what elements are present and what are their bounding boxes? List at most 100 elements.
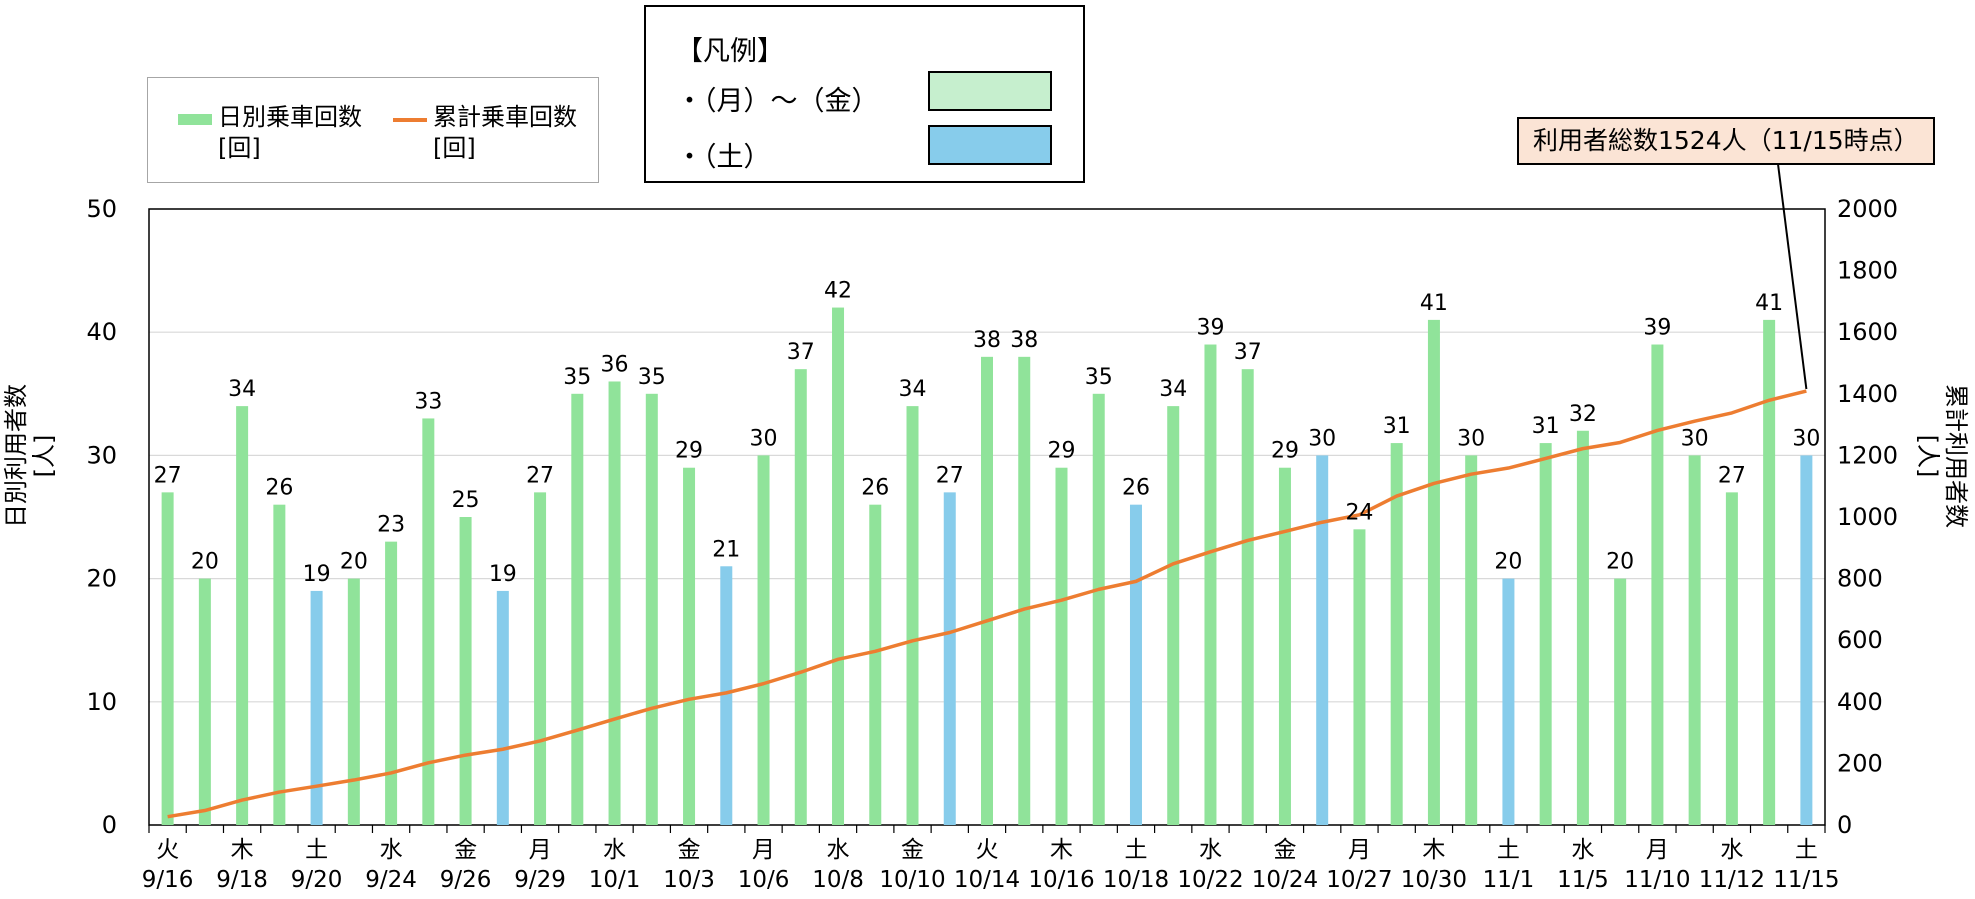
callout-leader-line xyxy=(1777,163,1808,390)
x-tick-date: 10/3 xyxy=(663,867,715,893)
right-tick-label: 2000 xyxy=(1837,195,1898,223)
color-key-box: 【凡例】 ・（月）～（金） ・（土） xyxy=(644,5,1085,183)
x-tick-date: 9/16 xyxy=(142,867,194,893)
right-tick-label: 1000 xyxy=(1837,503,1898,531)
x-tick-date: 11/10 xyxy=(1624,867,1690,893)
bar-value-label: 23 xyxy=(377,513,405,538)
bar-value-label: 37 xyxy=(1234,340,1262,365)
left-tick-label: 0 xyxy=(102,811,117,839)
bar-value-label: 41 xyxy=(1420,291,1448,316)
x-tick-date: 10/18 xyxy=(1103,867,1169,893)
x-tick-day: 水 xyxy=(1720,837,1743,863)
x-tick-date: 10/30 xyxy=(1401,867,1467,893)
bar xyxy=(496,590,509,825)
cumulative-line xyxy=(167,389,1807,819)
x-tick-day: 土 xyxy=(1124,837,1147,863)
x-tick-day: 土 xyxy=(305,837,328,863)
x-tick-date: 10/10 xyxy=(879,867,945,893)
bar xyxy=(347,578,360,825)
right-axis-title-line1: 累計利用者数 xyxy=(1942,384,1970,528)
x-tick-day: 木 xyxy=(1422,837,1445,863)
bar xyxy=(794,369,807,825)
x-tick-day: 金 xyxy=(454,837,477,863)
right-tick-label: 1400 xyxy=(1837,380,1898,408)
total-users-callout: 利用者総数1524人（11/15時点） xyxy=(1517,117,1935,165)
x-tick-day: 火 xyxy=(156,837,179,863)
right-axis-ticks: 0 200 400 600 800 1000 1200 1400 1600 1800 2000 xyxy=(1837,195,1898,839)
x-tick-date: 11/15 xyxy=(1773,867,1839,893)
x-tick-date: 11/12 xyxy=(1699,867,1765,893)
right-tick-label: 400 xyxy=(1837,688,1883,716)
left-axis-title-line2: [人] xyxy=(30,434,58,478)
x-tick-date: 9/29 xyxy=(514,867,566,893)
bar xyxy=(1465,455,1478,825)
left-tick-label: 10 xyxy=(86,688,117,716)
x-tick-day: 金 xyxy=(901,837,924,863)
x-tick-date: 10/8 xyxy=(812,867,864,893)
bar xyxy=(1241,369,1254,825)
x-tick-day: 金 xyxy=(678,837,701,863)
x-tick-day: 水 xyxy=(380,837,403,863)
bar xyxy=(1092,393,1105,825)
left-tick-label: 40 xyxy=(86,318,117,346)
bar-value-label: 30 xyxy=(1681,426,1709,451)
right-tick-label: 800 xyxy=(1837,565,1883,593)
bar xyxy=(1539,443,1552,825)
bar xyxy=(1502,578,1515,825)
bar-value-label: 20 xyxy=(191,550,219,575)
bar-value-label: 21 xyxy=(712,537,740,562)
bar xyxy=(757,455,770,825)
bar xyxy=(943,492,956,825)
x-tick-date: 9/26 xyxy=(440,867,492,893)
bar-value-label: 26 xyxy=(861,476,889,501)
bar xyxy=(1316,455,1329,825)
legend-bar-swatch xyxy=(178,114,212,125)
bar xyxy=(1614,578,1627,825)
right-tick-label: 1600 xyxy=(1837,318,1898,346)
legend-bar-label-line1: 日別乗車回数 xyxy=(218,103,362,131)
right-axis-title-line2: [人] xyxy=(1914,434,1942,478)
x-tick-day: 水 xyxy=(827,837,850,863)
bar-value-label: 25 xyxy=(452,488,480,513)
bar-value-label: 29 xyxy=(1047,439,1075,464)
bar xyxy=(1390,443,1403,825)
bar xyxy=(1018,356,1031,825)
x-tick-day: 月 xyxy=(752,837,775,863)
x-tick-date: 11/1 xyxy=(1483,867,1535,893)
right-tick-label: 1800 xyxy=(1837,257,1898,285)
bar xyxy=(1167,406,1180,825)
bar xyxy=(1129,504,1142,825)
bar xyxy=(161,492,174,825)
bar-value-label: 27 xyxy=(936,463,964,488)
bar xyxy=(385,541,398,825)
bar xyxy=(869,504,882,825)
bar-value-label: 38 xyxy=(1010,328,1038,353)
x-tick-date: 9/20 xyxy=(291,867,343,893)
x-tick-day: 土 xyxy=(1795,837,1818,863)
daily-bars xyxy=(161,307,1813,825)
bar xyxy=(1725,492,1738,825)
bar xyxy=(534,492,547,825)
bar-value-label: 38 xyxy=(973,328,1001,353)
bar xyxy=(1763,319,1776,825)
bar-value-label: 19 xyxy=(303,562,331,587)
x-tick-date: 9/18 xyxy=(216,867,268,893)
key-weekday-swatch xyxy=(928,71,1052,111)
bar-value-label: 30 xyxy=(750,426,778,451)
bar-value-label: 20 xyxy=(1606,550,1634,575)
x-tick-date: 10/14 xyxy=(954,867,1020,893)
bar xyxy=(1427,319,1440,825)
bar xyxy=(608,381,621,825)
x-axis-ticks: 火 9/16 木 9/18 土 9/20 水 9/24 金 9/26 月 9/29 水 10/1 金 10/3… xyxy=(142,825,1840,893)
bar xyxy=(645,393,658,825)
x-tick-day: 水 xyxy=(1571,837,1594,863)
bar xyxy=(1278,467,1291,825)
bar-value-label: 31 xyxy=(1532,414,1560,439)
x-tick-day: 水 xyxy=(1199,837,1222,863)
bar xyxy=(198,578,211,825)
x-tick-date: 10/6 xyxy=(738,867,790,893)
bar-value-label: 39 xyxy=(1643,316,1671,341)
bar xyxy=(422,418,435,825)
x-tick-day: 土 xyxy=(1497,837,1520,863)
